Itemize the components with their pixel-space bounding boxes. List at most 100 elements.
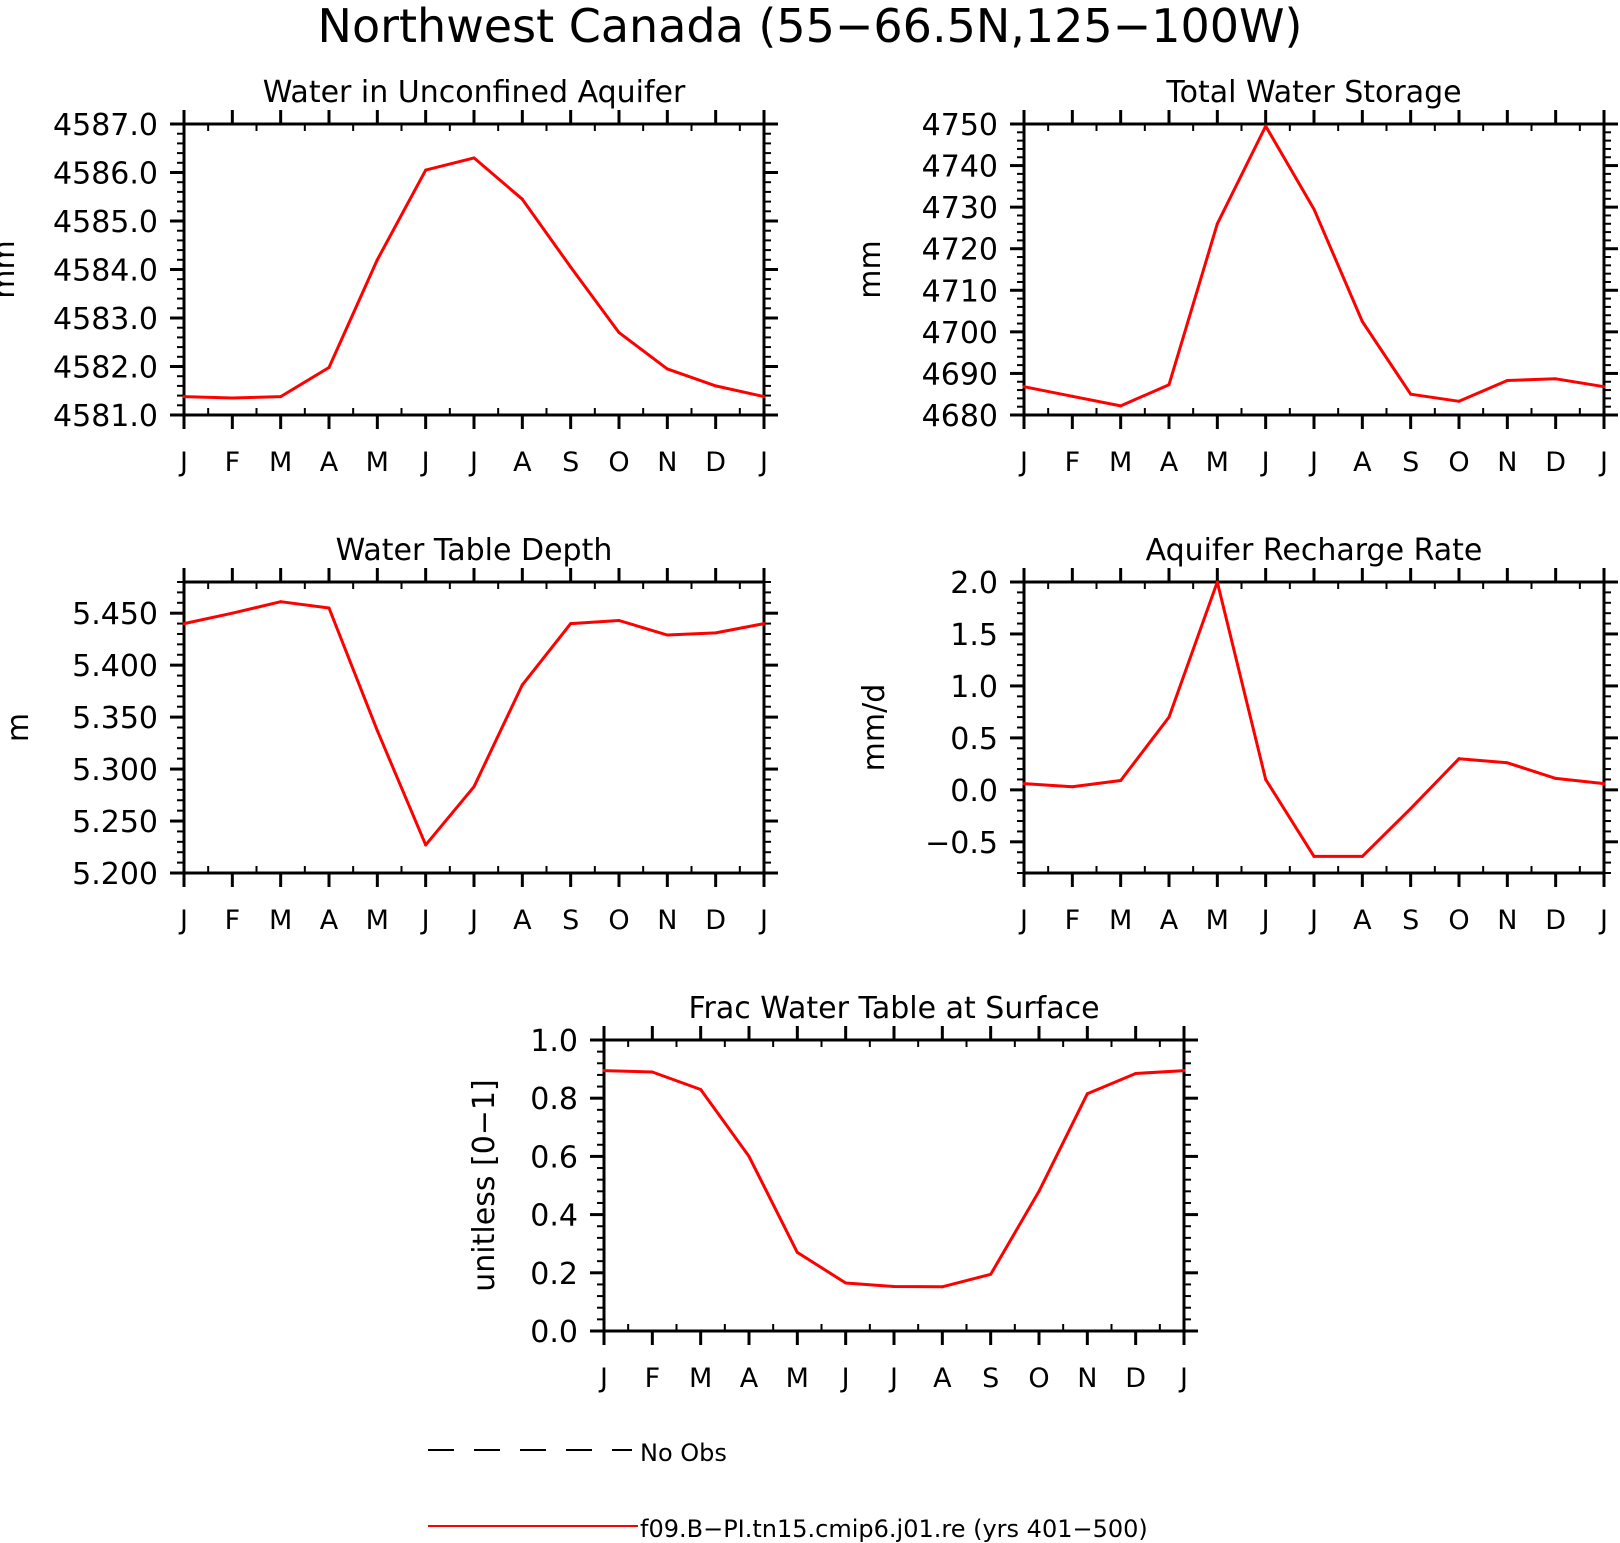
- data-point: [424, 168, 428, 172]
- y-tick-label: 0.0: [530, 1315, 578, 1350]
- x-tick-label: D: [1125, 1363, 1146, 1394]
- data-point: [844, 1281, 848, 1285]
- y-tick-label: 0.5: [950, 722, 998, 757]
- data-point: [520, 197, 524, 201]
- series-line: [183, 156, 765, 400]
- panel-title: Total Water Storage: [1165, 75, 1461, 110]
- y-tick-label: 4586.0: [53, 157, 158, 192]
- data-point: [1360, 319, 1364, 323]
- x-tick-label: O: [608, 447, 629, 478]
- y-tick-label: 1.5: [950, 618, 998, 653]
- x-tick-label: D: [705, 447, 726, 478]
- data-point: [617, 331, 621, 335]
- data-point: [1134, 1071, 1138, 1075]
- x-tick-label: M: [1206, 447, 1229, 478]
- x-tick-label: J: [1018, 447, 1028, 478]
- x-tick-label: O: [608, 905, 629, 936]
- x-tick-label: J: [1018, 905, 1028, 936]
- x-tick-label: S: [562, 447, 579, 478]
- y-tick-label: −0.5: [925, 826, 998, 861]
- x-tick-label: J: [178, 447, 188, 478]
- x-tick-label: M: [269, 447, 292, 478]
- x-tick-label: J: [888, 1363, 898, 1394]
- y-tick-label: 0.8: [530, 1082, 578, 1117]
- legend-model-label: f09.B−PI.tn15.cmip6.j01.re (yrs 401−500): [640, 1515, 1148, 1543]
- x-tick-label: D: [1545, 447, 1566, 478]
- x-tick-label: J: [1178, 1363, 1188, 1394]
- legend: No Obs f09.B−PI.tn15.cmip6.j01.re (yrs 4…: [428, 1439, 1148, 1543]
- data-point: [327, 606, 331, 610]
- data-point: [1457, 399, 1461, 403]
- y-tick-label: 4720: [922, 233, 998, 268]
- x-tick-label: M: [366, 447, 389, 478]
- data-point: [699, 1087, 703, 1091]
- panel-2: J F M A M J J A S O N D J468046904700471047204730474…: [853, 75, 1618, 478]
- y-tick-label: 4680: [922, 399, 998, 434]
- y-axis-label: mm: [853, 240, 888, 298]
- x-tick-label: A: [513, 447, 532, 478]
- data-point: [1022, 385, 1026, 389]
- data-point: [617, 618, 621, 622]
- x-tick-label: S: [562, 905, 579, 936]
- x-tick-label: S: [1402, 905, 1419, 936]
- data-point: [1167, 715, 1171, 719]
- data-point: [1264, 124, 1268, 128]
- x-tick-label: J: [1308, 447, 1318, 478]
- data-point: [1554, 776, 1558, 780]
- y-tick-label: 4740: [922, 150, 998, 185]
- y-tick-label: 0.0: [950, 774, 998, 809]
- x-tick-label: M: [786, 1363, 809, 1394]
- data-point: [1312, 207, 1316, 211]
- x-tick-label: A: [740, 1363, 759, 1394]
- data-point: [375, 258, 379, 262]
- data-point: [1457, 757, 1461, 761]
- data-point: [569, 622, 573, 626]
- x-tick-label: A: [513, 905, 532, 936]
- data-point: [1119, 404, 1123, 408]
- data-point: [1602, 385, 1606, 389]
- data-point: [1409, 807, 1413, 811]
- y-axis-label: m: [1, 713, 36, 742]
- series-line: [1023, 580, 1605, 858]
- y-tick-label: 5.250: [72, 805, 158, 840]
- data-point: [747, 1154, 751, 1158]
- data-point: [1409, 392, 1413, 396]
- x-tick-label: J: [468, 905, 478, 936]
- data-point: [375, 729, 379, 733]
- data-point: [1022, 782, 1026, 786]
- data-point: [1215, 222, 1219, 226]
- x-tick-label: M: [1109, 905, 1132, 936]
- x-tick-label: N: [1497, 447, 1517, 478]
- y-tick-label: 4700: [922, 316, 998, 351]
- y-tick-label: 4581.0: [53, 399, 158, 434]
- data-point: [569, 265, 573, 269]
- y-tick-label: 1.0: [530, 1024, 578, 1059]
- data-point: [602, 1069, 606, 1073]
- x-tick-label: F: [225, 447, 241, 478]
- data-point: [1602, 782, 1606, 786]
- y-axis-label: mm: [0, 240, 22, 298]
- data-point: [762, 622, 766, 626]
- x-tick-label: N: [1497, 905, 1517, 936]
- data-point: [1215, 580, 1219, 584]
- y-tick-label: 5.450: [72, 597, 158, 632]
- x-tick-label: J: [1308, 905, 1318, 936]
- data-point: [989, 1272, 993, 1276]
- series-line: [1023, 124, 1605, 408]
- data-point: [1360, 854, 1364, 858]
- data-point: [940, 1285, 944, 1289]
- y-tick-label: 0.4: [530, 1199, 578, 1234]
- data-point: [1167, 383, 1171, 387]
- y-tick-label: 1.0: [950, 670, 998, 705]
- data-point: [1312, 854, 1316, 858]
- y-tick-label: 4585.0: [53, 205, 158, 240]
- data-point: [1182, 1069, 1186, 1073]
- x-tick-label: O: [1448, 905, 1469, 936]
- panel-title: Frac Water Table at Surface: [688, 991, 1099, 1026]
- data-point: [714, 631, 718, 635]
- x-tick-label: J: [840, 1363, 850, 1394]
- x-tick-label: S: [1402, 447, 1419, 478]
- x-tick-label: N: [657, 447, 677, 478]
